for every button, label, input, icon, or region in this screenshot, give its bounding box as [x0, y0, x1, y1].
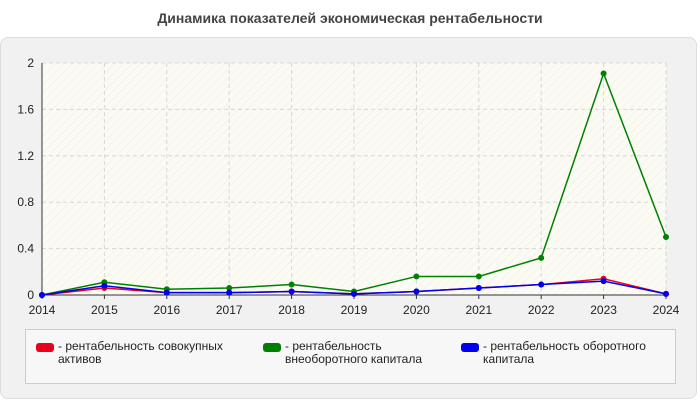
y-tick-label: 0.8: [17, 195, 34, 209]
legend-swatch: [461, 343, 479, 352]
grid-lines: [42, 62, 667, 295]
y-axis-tick-labels: 0 0.4 0.8 1.2 1.6 2: [17, 56, 34, 302]
x-tick-label: 2023: [590, 303, 617, 317]
data-point-1-7: [475, 273, 482, 280]
data-point-2-9: [600, 278, 607, 285]
data-point-2-6: [413, 288, 420, 295]
legend-swatch: [263, 343, 281, 352]
data-point-2-0: [39, 292, 45, 298]
x-tick-label: 2014: [29, 303, 56, 317]
data-point-2-5: [351, 290, 357, 297]
data-point-2-7: [475, 285, 482, 292]
x-tick-label: 2020: [403, 303, 430, 317]
data-point-1-3: [226, 285, 233, 292]
series-group: [39, 70, 669, 298]
x-tick-label: 2021: [465, 303, 492, 317]
x-tick-label: 2015: [91, 303, 118, 317]
y-tick-label: 1.2: [17, 149, 34, 163]
data-point-2-1: [101, 282, 108, 289]
data-point-2-8: [538, 281, 545, 288]
y-tick-label: 0.4: [17, 242, 34, 256]
chart-title: Динамика показателей экономическая рента…: [157, 10, 543, 26]
data-point-2-10: [663, 290, 669, 297]
data-point-2-3: [226, 289, 233, 296]
y-tick-label: 0: [27, 288, 34, 302]
legend-label: - рентабельность оборотного капитала: [483, 339, 646, 366]
legend: - рентабельность совокупных активов - ре…: [25, 329, 676, 384]
legend-label: - рентабельность совокупных активов: [58, 339, 223, 366]
x-tick-label: 2024: [653, 303, 680, 317]
y-tick-label: 2: [27, 56, 34, 70]
x-axis-tick-labels: 2014 2015 2016 2017 2018 2019 2020 2021 2022 2023…: [29, 303, 680, 317]
data-point-1-8: [538, 254, 545, 261]
x-tick-label: 2018: [278, 303, 305, 317]
legend-swatch: [36, 343, 54, 352]
data-point-1-10: [663, 234, 669, 240]
data-point-1-9: [600, 70, 607, 77]
x-tick-label: 2022: [528, 303, 555, 317]
data-point-1-4: [288, 281, 295, 288]
x-tick-label: 2019: [341, 303, 368, 317]
x-tick-label: 2016: [153, 303, 180, 317]
y-tick-label: 1.6: [17, 102, 34, 116]
data-point-1-6: [413, 273, 420, 280]
legend-label: - рентабельность внеоборотного капитала: [285, 339, 422, 366]
data-point-2-4: [288, 288, 295, 295]
data-point-2-2: [163, 289, 170, 296]
x-tick-label: 2017: [216, 303, 243, 317]
